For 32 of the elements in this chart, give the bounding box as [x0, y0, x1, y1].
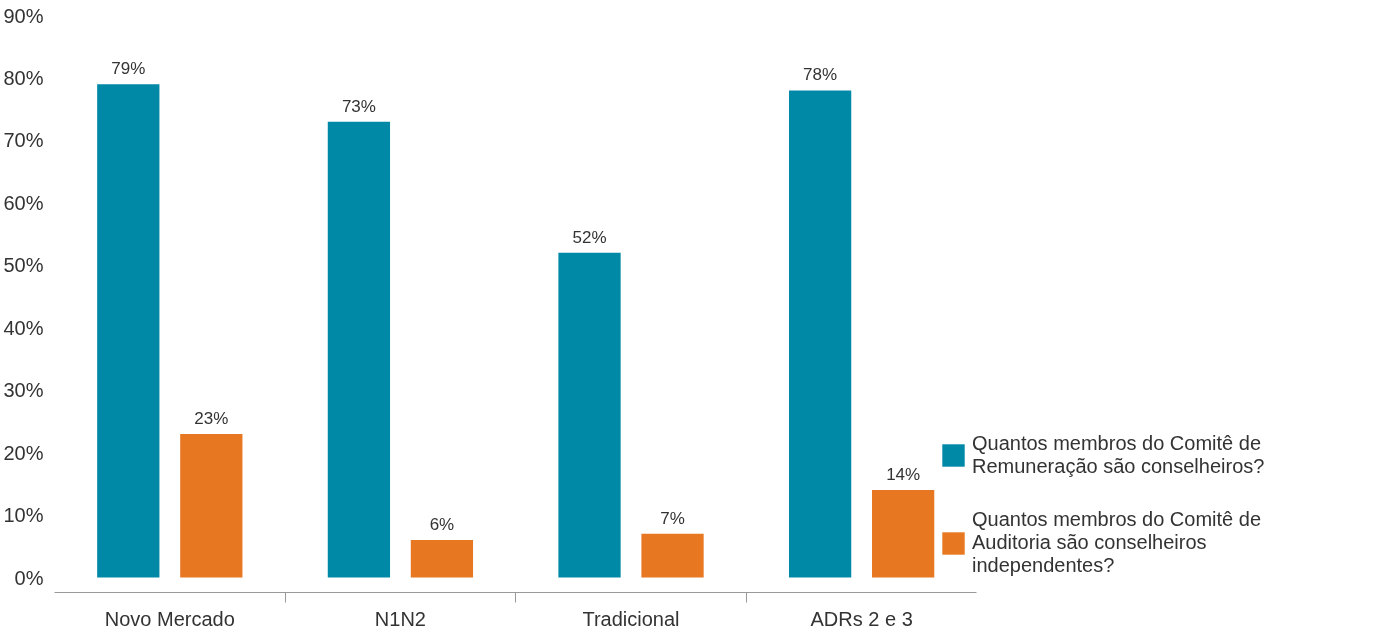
bar: [97, 84, 160, 578]
bar: [558, 252, 621, 578]
y-tick-label: 70%: [3, 129, 44, 152]
data-label: 78%: [803, 65, 838, 85]
data-label: 79%: [111, 59, 146, 79]
bar: [872, 490, 935, 578]
bar: [410, 540, 474, 578]
data-label: 52%: [572, 227, 607, 247]
y-tick-label: 40%: [3, 316, 44, 339]
y-tick-label: 80%: [3, 66, 44, 89]
data-label: 73%: [341, 96, 376, 116]
x-tick-label: ADRs 2 e 3: [810, 607, 913, 630]
y-tick-label: 0%: [14, 566, 44, 589]
x-tick-label: Novo Mercado: [104, 607, 235, 630]
data-label: 23%: [194, 408, 229, 428]
x-tick-label: N1N2: [374, 607, 426, 630]
y-tick-label: 10%: [3, 504, 44, 527]
bar: [788, 90, 852, 578]
data-label: 7%: [660, 508, 685, 528]
bar: [327, 121, 391, 578]
bar: [180, 433, 243, 578]
legend-label: Quantos membros do Comitê de Remuneração são conselheiros?: [972, 432, 1265, 478]
x-tick-label: Tradicional: [582, 607, 680, 630]
bar: [641, 533, 704, 578]
y-tick-label: 30%: [3, 379, 44, 402]
y-tick-label: 50%: [3, 254, 44, 277]
y-tick-label: 90%: [3, 4, 44, 27]
y-tick-label: 60%: [3, 191, 44, 214]
legend-label: Quantos membros do Comitê de Auditoria são conselheiros independentes?: [972, 508, 1262, 577]
data-label: 6%: [429, 515, 455, 535]
y-tick-label: 20%: [3, 441, 44, 464]
data-label: 14%: [886, 465, 921, 485]
